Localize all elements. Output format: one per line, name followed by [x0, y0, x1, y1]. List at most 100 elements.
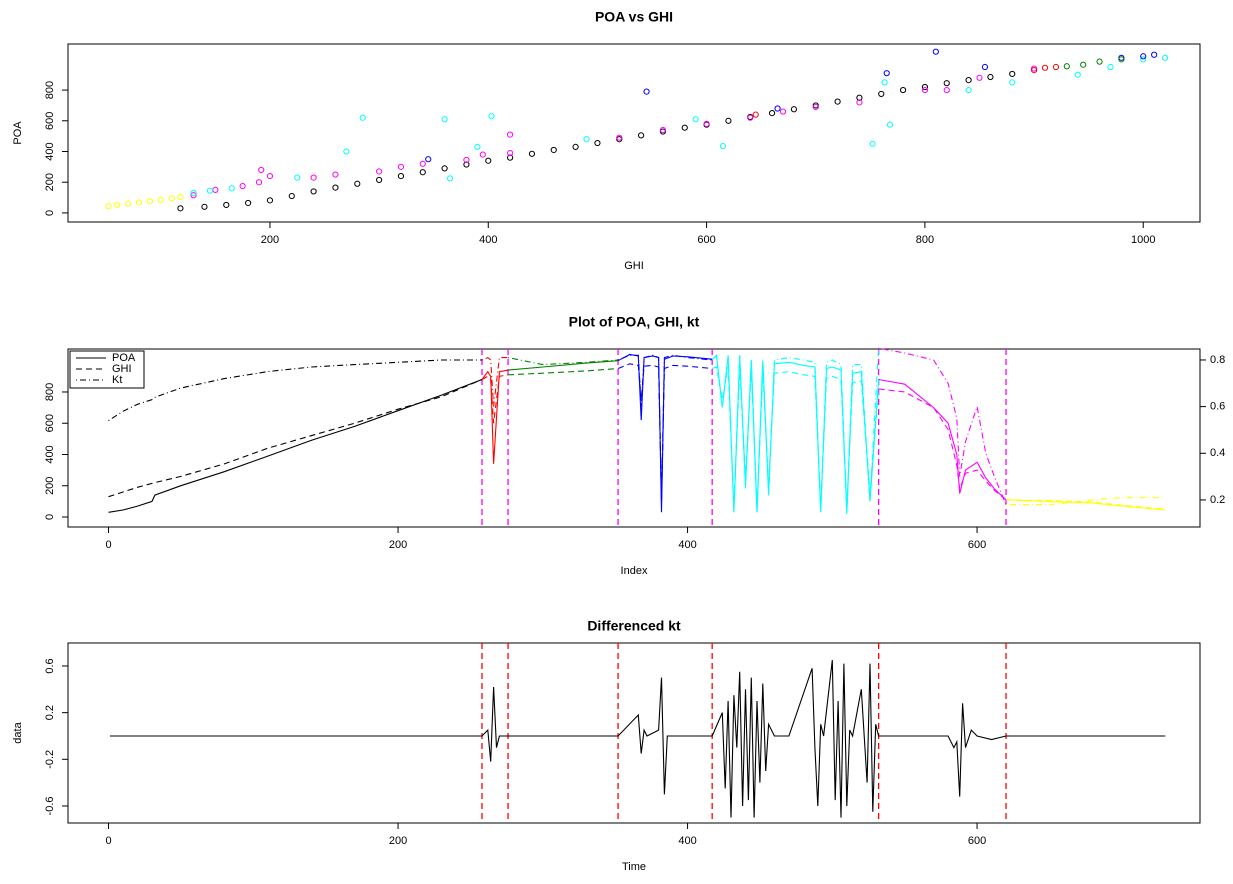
point: [105, 202, 112, 210]
point: [310, 188, 317, 195]
y-tick-label: 400: [44, 445, 56, 463]
y-tick-label: 200: [44, 477, 56, 495]
point: [294, 174, 301, 181]
point: [703, 120, 710, 127]
y-axis-label: POA: [12, 121, 24, 145]
series-line: [878, 388, 1007, 501]
y-tick-label: 600: [44, 414, 56, 432]
point: [921, 83, 929, 91]
point: [474, 143, 481, 150]
series-line: [1005, 499, 1166, 510]
point: [266, 172, 274, 180]
point: [376, 176, 383, 184]
point: [774, 105, 781, 112]
y-tick-label: 200: [44, 173, 56, 191]
point: [258, 166, 265, 174]
x-axis-label: Time: [622, 861, 646, 873]
series-line: [617, 363, 713, 502]
point: [790, 106, 798, 113]
point: [223, 201, 230, 209]
point: [779, 108, 787, 115]
series-line: [508, 367, 619, 376]
point: [692, 116, 699, 123]
point: [856, 94, 863, 101]
legend-box: [69, 350, 145, 389]
point: [572, 143, 579, 150]
x-tick-label: 400: [678, 835, 696, 847]
series-line: [481, 374, 509, 424]
series-line: [712, 366, 880, 508]
point: [528, 150, 536, 157]
x-tick-label: 600: [697, 234, 715, 246]
y-axis-label: data: [12, 721, 24, 743]
point: [239, 182, 246, 190]
point: [1063, 63, 1070, 70]
point: [752, 111, 759, 118]
point: [124, 200, 132, 207]
point: [168, 195, 175, 202]
panel: Differenced kt Time data 0 200 400 600 -0.6 -0.2…: [12, 618, 1201, 873]
point: [1041, 64, 1049, 71]
series-line: [878, 347, 1007, 505]
y-tick-label: -0.2: [44, 750, 56, 769]
series-line: [508, 360, 619, 371]
point: [463, 156, 470, 164]
point: [359, 114, 366, 121]
x-tick-label: 400: [678, 539, 696, 551]
point: [594, 139, 601, 147]
point: [446, 175, 454, 182]
legend-label: POA: [112, 352, 136, 364]
point: [943, 80, 950, 87]
point: [1074, 71, 1081, 78]
point: [266, 197, 274, 204]
y-tick-label: 800: [44, 81, 56, 99]
x-tick-label: 400: [479, 234, 497, 246]
point: [616, 134, 623, 141]
point: [135, 199, 143, 206]
y2-tick-label: 0.8: [1210, 354, 1225, 366]
point: [441, 116, 448, 123]
point: [255, 179, 263, 186]
point: [397, 172, 405, 180]
point: [332, 184, 339, 191]
plot-frame: [67, 43, 1201, 223]
y-tick-label: -0.6: [44, 796, 56, 815]
point: [987, 73, 994, 81]
point: [886, 121, 894, 128]
chart-title: Differenced kt: [587, 618, 681, 634]
panel: POA vs GHI GHI POA 200 400 600 800 1000 0 200 400 6…: [12, 9, 1201, 272]
point: [190, 189, 197, 197]
y2-tick-label: 0.4: [1210, 447, 1225, 459]
series-line: [108, 378, 483, 498]
series-line: [108, 378, 483, 513]
point: [681, 124, 688, 131]
point: [157, 196, 164, 203]
series-line: [110, 660, 1166, 818]
legend-label: Kt: [112, 374, 122, 386]
point: [550, 146, 557, 154]
point: [1161, 54, 1169, 61]
point: [869, 140, 876, 147]
point: [288, 192, 295, 200]
point: [463, 161, 470, 168]
x-tick-label: 600: [968, 539, 986, 551]
point: [206, 187, 214, 194]
y-tick-label: 600: [44, 112, 56, 130]
point: [245, 199, 252, 207]
point: [883, 70, 890, 77]
point: [1118, 56, 1125, 63]
point: [177, 205, 184, 212]
series-line: [1006, 497, 1166, 506]
y-tick-label: 0.2: [44, 705, 56, 720]
x-axis-label: GHI: [624, 260, 644, 272]
point: [932, 48, 939, 55]
point: [190, 192, 197, 199]
point: [1030, 67, 1038, 74]
point: [965, 86, 972, 94]
point: [376, 168, 383, 175]
point: [965, 76, 972, 84]
point: [419, 160, 426, 167]
point: [1107, 63, 1114, 71]
point: [1009, 79, 1016, 86]
point: [725, 117, 732, 124]
